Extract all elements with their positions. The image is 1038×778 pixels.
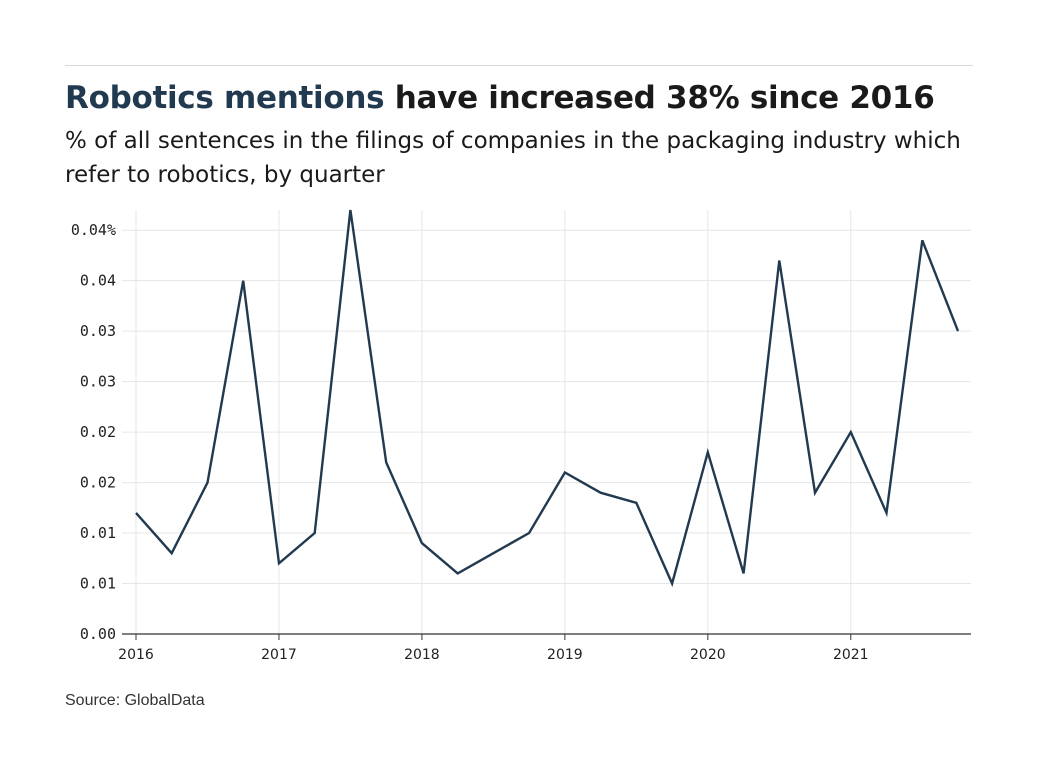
y-tick-label: 0.02 (80, 423, 116, 441)
y-tick-label: 0.01 (80, 575, 116, 593)
x-tick-label: 2016 (118, 647, 154, 663)
y-tick-label: 0.03 (80, 322, 116, 340)
y-tick-label: 0.00 (80, 625, 116, 643)
axis-layer (122, 633, 971, 640)
top-rule (65, 65, 973, 66)
y-tick-label: 0.01 (80, 524, 116, 542)
y-tick-label: 0.04% (71, 221, 116, 239)
y-tick-label: 0.04 (80, 272, 116, 290)
chart-title: Robotics mentions have increased 38% sin… (65, 80, 935, 116)
chart-subtitle: % of all sentences in the filings of com… (65, 128, 961, 188)
x-tick-label: 2018 (404, 647, 440, 663)
y-tick-label: 0.03 (80, 373, 116, 391)
x-tick-label: 2019 (547, 647, 583, 663)
title-highlight: Robotics mentions (65, 80, 385, 116)
grid-layer (122, 210, 971, 634)
x-tick-label: 2021 (833, 647, 869, 663)
series-line (135, 209, 960, 588)
source-note: Source: GlobalData (65, 692, 205, 709)
x-tick-label: 2017 (261, 647, 297, 663)
y-tick-label: 0.02 (80, 474, 116, 492)
tick-layer: 0.00 0.01 0.01 0.02 0.02 0.03 0.03 0.04 0.04% 201… (71, 221, 869, 663)
title-rest: have increased 38% since 2016 (384, 80, 935, 116)
series-layer (135, 209, 960, 588)
x-tick-label: 2020 (690, 647, 726, 663)
